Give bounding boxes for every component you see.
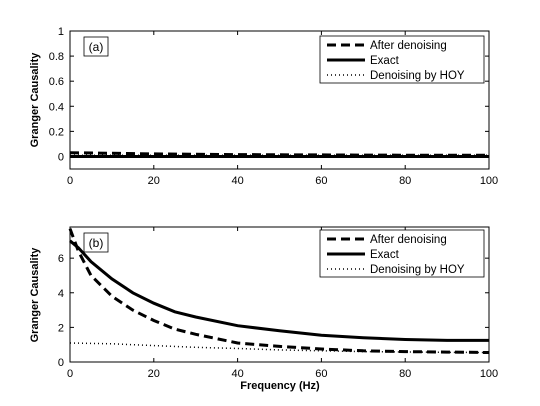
y-tick-label-a: 0.6 <box>49 76 64 88</box>
series-line-exact-b <box>69 239 489 342</box>
x-tick-label-a: 80 <box>399 175 411 187</box>
panel-a: 0 20 40 60 80 100 0 0.2 0.4 0.6 0.8 1 Granger Causa… <box>29 26 498 187</box>
series-line-after-denoising-b <box>68 228 490 354</box>
legend-label-hoy-b: Denoising by HOY <box>370 264 465 276</box>
panel-label-b: (b) <box>89 236 104 250</box>
y-tick-label-a: 0.8 <box>49 51 64 63</box>
y-tick-label-b: 6 <box>58 253 64 265</box>
y-tick-label-b: 2 <box>58 322 64 334</box>
axis-ticks-a: 0 20 40 60 80 100 0 0.2 0.4 0.6 0.8 1 <box>49 26 498 187</box>
legend-b: After denoising Exact Denoising by HOY <box>319 229 485 278</box>
y-tick-label-b: 0 <box>58 357 64 369</box>
x-tick-label-a: 20 <box>148 175 160 187</box>
panel-label-box-a <box>83 36 109 57</box>
chart-marks-a <box>69 151 489 158</box>
panel-label-box-b <box>83 232 109 253</box>
y-tick-label-a: 0.2 <box>49 126 64 138</box>
legend-label-hoy-a: Denoising by HOY <box>370 70 465 82</box>
x-tick-label-a: 60 <box>315 175 327 187</box>
x-tick-label-a: 100 <box>480 175 498 187</box>
y-axis-label-a: Granger Causality <box>29 52 41 148</box>
legend-label-exact-b: Exact <box>370 249 400 261</box>
x-tick-label-a: 40 <box>231 175 243 187</box>
y-tick-label-a: 0 <box>58 151 64 163</box>
y-tick-label-a: 0.4 <box>49 101 64 113</box>
legend-label-after-denoising-a: After denoising <box>370 40 447 52</box>
legend-label-exact-a: Exact <box>370 55 400 67</box>
x-tick-label-b: 60 <box>315 368 327 380</box>
x-axis-label-b: Frequency (Hz) <box>240 380 320 392</box>
legend-a: After denoising Exact Denoising by HOY <box>319 35 485 84</box>
x-tick-label-a: 0 <box>67 175 73 187</box>
x-tick-label-b: 0 <box>67 368 73 380</box>
y-tick-label-a: 1 <box>58 26 64 38</box>
y-axis-label-b: Granger Causality <box>29 247 41 343</box>
x-tick-label-b: 40 <box>231 368 243 380</box>
x-tick-label-b: 20 <box>148 368 160 380</box>
chart-marks-b <box>68 228 490 354</box>
axis-ticks-b: 0 20 40 60 80 100 0 2 4 6 <box>58 227 498 380</box>
x-tick-label-b: 100 <box>480 368 498 380</box>
x-tick-label-b: 80 <box>399 368 411 380</box>
panel-label-a: (a) <box>89 40 104 54</box>
legend-label-after-denoising-b: After denoising <box>370 234 447 246</box>
y-tick-label-b: 4 <box>58 288 64 300</box>
panel-b: 0 20 40 60 80 100 0 2 4 6 Granger Causality Frequ… <box>29 226 498 392</box>
